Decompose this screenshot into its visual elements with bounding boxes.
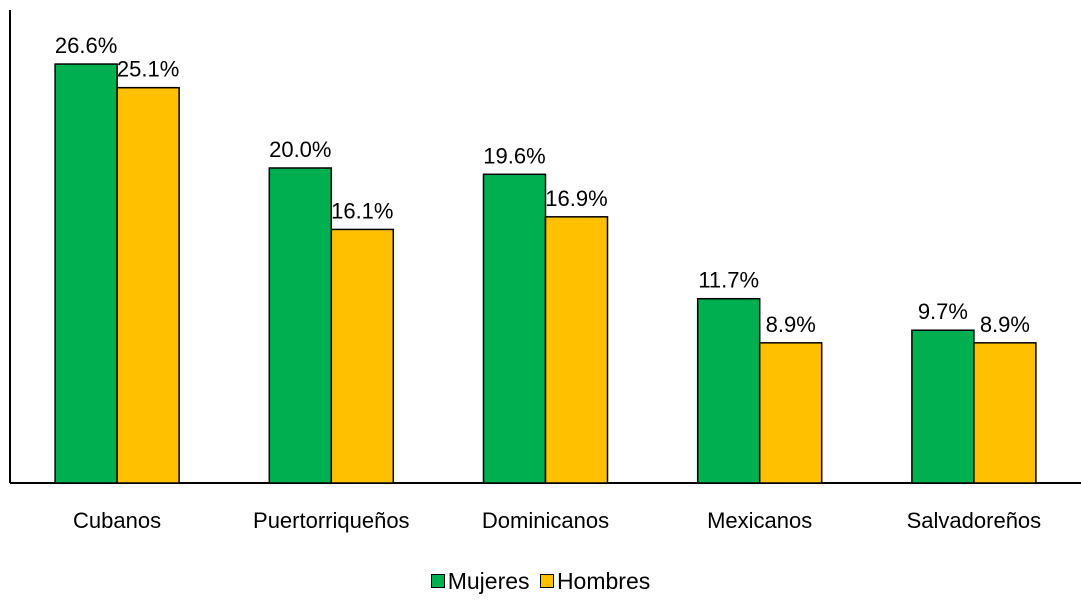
bar-hombres-mexicanos bbox=[758, 342, 823, 484]
data-label-mujeres-cubanos: 26.6% bbox=[55, 33, 117, 58]
bar-hombres-salvadorenos bbox=[973, 342, 1037, 484]
bar-mujeres-mexicanos bbox=[696, 297, 761, 484]
bar-hombres-dominicanos bbox=[544, 216, 609, 484]
bars-group bbox=[54, 63, 1037, 484]
x-tick-labels-group: Cubanos Puertorriqueños Dominicanos Mexican… bbox=[73, 508, 1041, 533]
data-label-mujeres-salvadorenos: 9.7% bbox=[918, 299, 968, 324]
legend-item-hombres: Hombres bbox=[539, 567, 651, 595]
data-label-mujeres-dominicanos: 19.6% bbox=[483, 143, 545, 168]
x-tick-label-salvadorenos: Salvadoreños bbox=[907, 508, 1042, 533]
x-tick-label-dominicanos: Dominicanos bbox=[482, 508, 609, 533]
bar-hombres-cubanos bbox=[116, 86, 180, 484]
bar-mujeres-salvadorenos bbox=[911, 329, 975, 484]
data-label-mujeres-puertorriquenos: 20.0% bbox=[269, 137, 331, 162]
data-label-hombres-dominicanos: 16.9% bbox=[545, 186, 607, 211]
data-label-mujeres-mexicanos: 11.7% bbox=[698, 268, 759, 293]
legend: Mujeres Hombres bbox=[0, 567, 1081, 595]
x-tick-label-puertorriquenos: Puertorriqueños bbox=[253, 508, 410, 533]
data-labels-group: 26.6%25.1% 20.0% 16.1% 19.6%16.9% 11.7% 8.9% 9… bbox=[55, 33, 1030, 337]
data-label-hombres-salvadorenos: 8.9% bbox=[980, 312, 1030, 337]
legend-swatch-mujeres bbox=[430, 574, 445, 588]
data-label-hombres-puertorriquenos: 16.1% bbox=[331, 198, 393, 223]
x-tick-label-cubanos: Cubanos bbox=[73, 508, 161, 533]
legend-swatch-hombres bbox=[539, 574, 554, 588]
legend-label-hombres: Hombres bbox=[556, 567, 651, 594]
legend-item-mujeres: Mujeres bbox=[430, 567, 530, 595]
bar-mujeres-puertorriquenos bbox=[268, 167, 333, 484]
bar-mujeres-cubanos bbox=[54, 63, 118, 484]
legend-label-mujeres: Mujeres bbox=[447, 567, 530, 594]
data-label-hombres-cubanos: 25.1% bbox=[117, 57, 179, 82]
x-tick-label-mexicanos: Mexicanos bbox=[707, 508, 812, 533]
bar-mujeres-dominicanos bbox=[482, 173, 547, 484]
data-label-hombres-mexicanos: 8.9% bbox=[766, 312, 816, 337]
bar-hombres-puertorriquenos bbox=[330, 228, 395, 484]
